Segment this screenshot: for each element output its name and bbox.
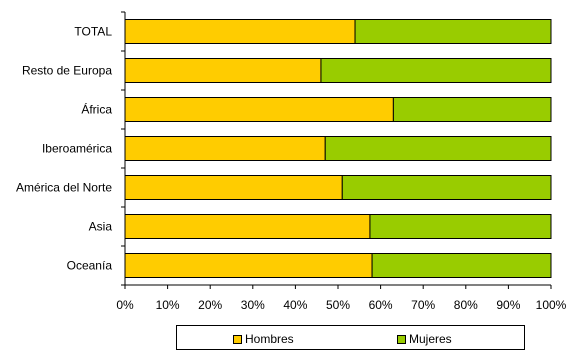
chart: TOTAL Resto de Europa África Iberoamérica Am… — [16, 11, 567, 312]
category-label-asia: Asia — [89, 220, 113, 234]
category-label-iberoamerica: Iberoamérica — [42, 142, 112, 156]
x-tick-label-0: 0% — [116, 298, 134, 312]
category-label-total: TOTAL — [74, 25, 112, 39]
bar-mujeres-resto-de-europa — [320, 58, 552, 83]
x-tick-label-4: 40% — [283, 298, 307, 312]
bar-hombres-iberoamerica — [124, 136, 326, 161]
x-tick-label-5: 50% — [326, 298, 350, 312]
bars-group — [124, 19, 552, 278]
x-tick-label-6: 60% — [369, 298, 393, 312]
bar-hombres-resto-de-europa — [124, 58, 322, 83]
bar-mujeres-total — [354, 19, 552, 44]
bar-hombres-africa — [124, 97, 394, 122]
x-tick-label-2: 20% — [198, 298, 222, 312]
axes-group — [121, 11, 552, 289]
x-tick-label-3: 30% — [241, 298, 265, 312]
bar-hombres-asia — [124, 214, 371, 239]
category-label-america-del-norte: América del Norte — [16, 181, 112, 195]
legend-label-hombres: Hombres — [245, 332, 294, 346]
legend-swatch-mujeres — [397, 334, 406, 344]
x-tick-label-9: 90% — [496, 298, 520, 312]
category-label-africa: África — [81, 102, 112, 117]
bar-hombres-total — [124, 19, 356, 44]
category-labels: TOTAL Resto de Europa África Iberoamérica Am… — [16, 25, 112, 273]
bar-mujeres-asia — [369, 214, 552, 239]
bar-mujeres-iberoamerica — [324, 136, 552, 161]
bar-mujeres-oceania — [371, 253, 552, 278]
legend-item-hombres: Hombres — [233, 332, 294, 346]
bar-mujeres-america-del-norte — [341, 175, 552, 200]
category-label-resto-de-europa: Resto de Europa — [22, 64, 112, 78]
bar-hombres-oceania — [124, 253, 373, 278]
legend-swatch-hombres — [233, 334, 242, 344]
legend-label-mujeres: Mujeres — [409, 332, 452, 346]
legend-item-mujeres: Mujeres — [397, 332, 452, 346]
x-tick-label-10: 100% — [536, 298, 567, 312]
x-tick-label-7: 70% — [411, 298, 435, 312]
legend: Hombres Mujeres — [176, 325, 525, 350]
bar-mujeres-africa — [392, 97, 552, 122]
bar-hombres-america-del-norte — [124, 175, 343, 200]
x-tick-label-1: 10% — [156, 298, 180, 312]
x-tick-label-8: 80% — [454, 298, 478, 312]
x-tick-labels: 0% 10% 20% 30% 40% 50% 60% 70% 80% 90% 100% — [116, 298, 566, 312]
category-label-oceania: Oceanía — [67, 259, 113, 273]
